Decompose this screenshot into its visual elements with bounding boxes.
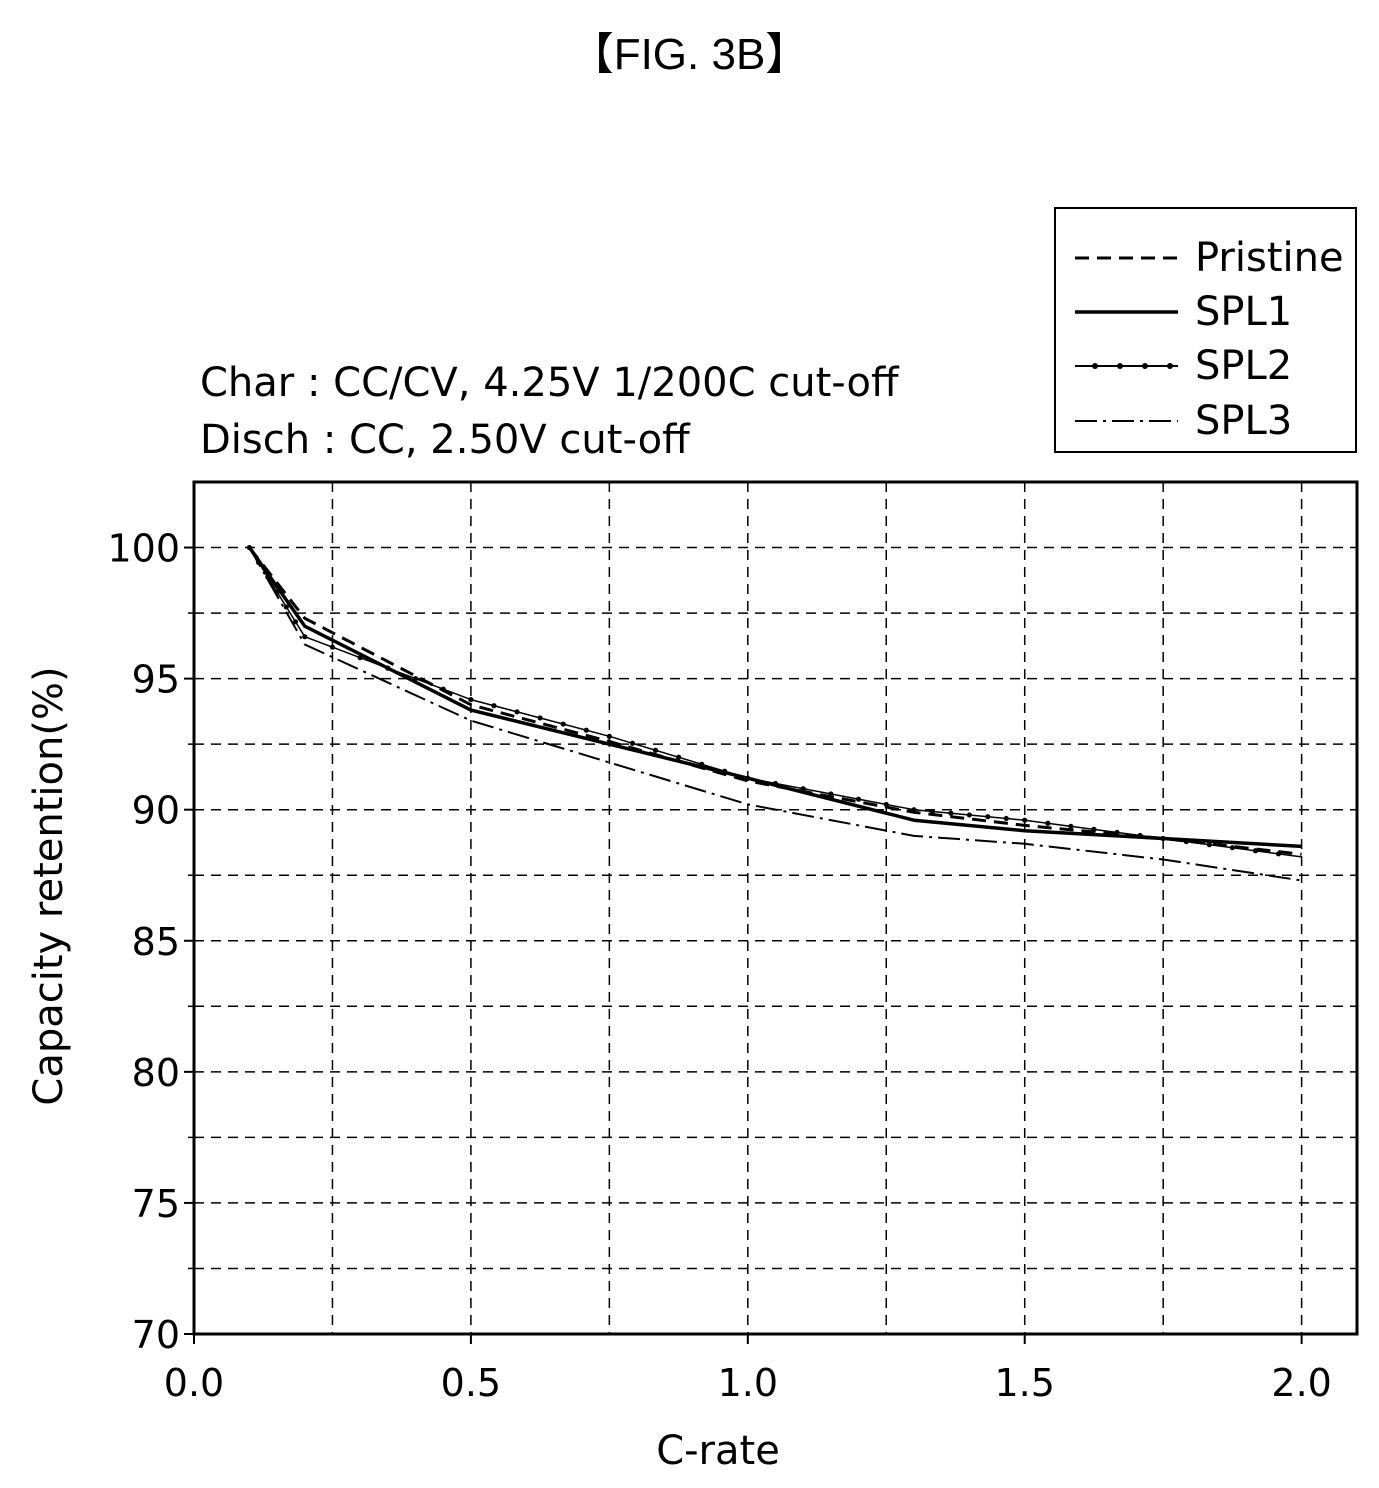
y-axis-title: Capacity retention(%) — [26, 666, 72, 1105]
series-marker-spl2 — [1137, 832, 1143, 839]
series-marker-spl2 — [440, 686, 446, 692]
legend-label-spl1: SPL1 — [1195, 289, 1292, 335]
x-tick-label: 0.0 — [164, 1361, 224, 1405]
legend-marker-spl2 — [1092, 363, 1098, 369]
series-layer — [246, 544, 1302, 882]
series-marker-spl2 — [855, 796, 862, 802]
legend-label-spl3: SPL3 — [1195, 398, 1292, 444]
series-marker-spl2 — [1229, 845, 1235, 851]
series-marker-spl2 — [583, 727, 589, 733]
legend-marker-spl2 — [1167, 363, 1173, 369]
series-marker-spl2 — [302, 634, 308, 640]
series-marker-spl2 — [1003, 815, 1009, 822]
x-tick-label: 1.0 — [718, 1361, 778, 1405]
series-marker-spl2 — [537, 715, 543, 721]
series-marker-spl2 — [292, 619, 299, 625]
plot-frame — [192, 480, 1359, 1336]
series-marker-spl2 — [1114, 829, 1120, 836]
series-marker-spl2 — [652, 747, 659, 753]
series-marker-spl2 — [699, 761, 705, 767]
y-tick-label: 90 — [132, 789, 180, 833]
series-marker-spl2 — [385, 665, 391, 671]
legend-marker-spl2 — [1142, 363, 1148, 369]
y-tick-label: 95 — [132, 658, 180, 702]
series-line-pristine — [248, 546, 1302, 856]
series-marker-spl2 — [911, 807, 917, 813]
series-marker-spl2 — [1022, 817, 1028, 823]
series-marker-spl2 — [357, 655, 363, 661]
series-marker-spl2 — [629, 740, 636, 746]
series-marker-spl2 — [722, 768, 728, 774]
charge-condition: Char : CC/CV, 4.25V 1/200C cut-off — [200, 360, 900, 406]
series-marker-spl2 — [985, 814, 991, 820]
y-tick-label: 100 — [107, 527, 180, 571]
series-marker-spl2 — [1252, 848, 1259, 854]
series-marker-spl2 — [329, 644, 336, 650]
series-line-spl3 — [248, 547, 1302, 882]
y-tick-label: 85 — [132, 920, 180, 964]
series-marker-spl2 — [675, 754, 682, 760]
series-marker-spl2 — [800, 786, 806, 792]
series-marker-spl2 — [1183, 838, 1189, 845]
series-marker-spl2 — [1160, 835, 1166, 842]
series-marker-spl2 — [1068, 823, 1074, 829]
y-tick-label: 80 — [132, 1051, 180, 1095]
x-tick-label: 0.5 — [441, 1361, 501, 1405]
series-marker-spl2 — [1206, 842, 1212, 848]
figure-label: 【FIG. 3B】 — [569, 30, 810, 79]
series-marker-spl2 — [929, 808, 936, 815]
series-line-spl1 — [247, 546, 1302, 849]
series-marker-spl2 — [1091, 826, 1097, 832]
series-marker-spl2 — [966, 812, 972, 818]
series-marker-spl2 — [606, 733, 612, 739]
series-marker-spl2 — [1275, 851, 1282, 857]
series-marker-spl2 — [412, 676, 419, 682]
series-marker-spl2 — [883, 801, 889, 808]
series-marker-spl2 — [948, 810, 954, 816]
y-tick-label: 75 — [132, 1182, 180, 1226]
discharge-condition: Disch : CC, 2.50V cut-off — [200, 417, 691, 463]
ticks: 0.0 0.5 1.0 1.5 2.0 70 75 80 85 90 95 100 — [107, 527, 1331, 1405]
grid — [194, 482, 1357, 1334]
legend-marker-spl2 — [1117, 363, 1123, 369]
x-tick-label: 2.0 — [1271, 1361, 1331, 1405]
x-tick-label: 1.5 — [994, 1361, 1054, 1405]
legend-label-spl2: SPL2 — [1195, 343, 1292, 389]
series-marker-spl2 — [745, 775, 751, 781]
series-marker-spl2 — [772, 780, 779, 787]
series-marker-spl2 — [491, 703, 497, 709]
series-marker-spl2 — [560, 721, 566, 727]
legend: Pristine SPL1 SPL2 SPL3 — [1054, 207, 1357, 453]
series-marker-spl2 — [828, 791, 834, 797]
series-marker-spl2 — [1045, 820, 1051, 826]
y-tick-label: 70 — [132, 1313, 180, 1357]
legend-box — [1054, 207, 1357, 453]
series-marker-spl2 — [283, 604, 289, 610]
legend-label-pristine: Pristine — [1195, 235, 1344, 281]
series-marker-spl2 — [265, 574, 271, 580]
series-marker-spl2 — [468, 696, 474, 703]
x-axis-title: C-rate — [656, 1428, 780, 1474]
series-marker-spl2 — [514, 709, 520, 715]
